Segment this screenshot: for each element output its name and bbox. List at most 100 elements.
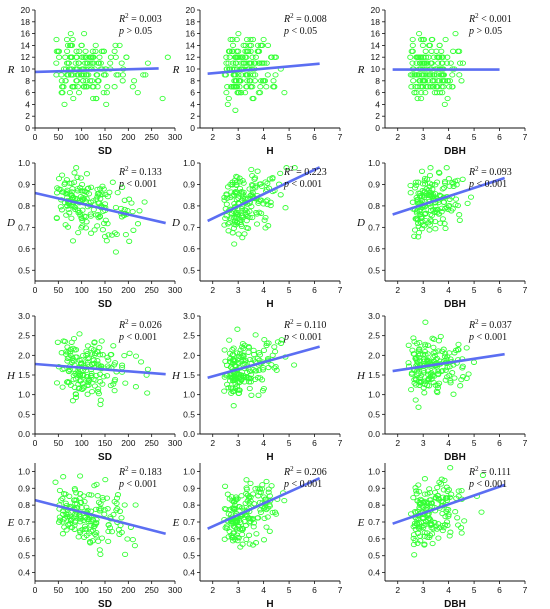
data-point [264,72,271,78]
x-tick-label: 100 [75,585,89,595]
data-point [246,385,253,392]
data-point [438,209,445,215]
data-point [71,384,78,391]
data-point [224,101,231,108]
data-point [132,384,139,390]
data-point [252,185,259,191]
data-point [259,42,266,49]
data-point [53,36,60,43]
data-point [64,187,71,193]
data-point [95,499,103,505]
data-point [237,179,244,185]
panel-H-vs-DBH: 2 3 4 5 6 7 0.0 0.5 1.0 1.5 2.0 2.5 3.0 DBH H R2 = 0.03… [356,311,528,463]
x-tick-label: 50 [54,132,64,142]
data-point [246,186,253,192]
y-tick-label: 8 [25,76,30,86]
data-point [114,189,121,196]
r-squared-label: R2 = 0.003 [118,12,162,25]
p-value-label: p < 0.001 [118,332,157,343]
data-point [119,72,126,78]
data-point [271,84,278,90]
data-point [436,42,443,49]
regression-line [207,345,320,380]
data-point [237,347,244,353]
x-tick-label: 300 [168,585,182,595]
data-point [456,212,463,218]
x-tick-label: 250 [145,585,159,595]
data-point [258,210,265,216]
y-tick-label: 0.7 [18,222,30,232]
x-axis-label: SD [98,299,112,310]
data-point [427,489,434,496]
data-point [72,60,79,66]
data-point [435,338,442,344]
data-point [419,225,426,232]
y-tick-label: 1.0 [183,466,195,476]
data-point [455,522,462,528]
data-point [124,536,131,542]
data-point [235,231,242,237]
data-point [53,60,60,66]
data-point [164,54,171,60]
data-point [56,54,63,60]
data-point [74,78,81,84]
data-point [231,362,238,369]
data-point [159,95,166,102]
data-point [430,526,437,532]
data-point [144,60,151,66]
data-point [263,478,270,485]
data-point [246,541,253,547]
data-point [409,199,416,205]
data-point [61,181,68,188]
data-point [95,78,102,84]
data-point [424,534,431,540]
r-squared-label: R2 < 0.001 [468,12,512,25]
data-point [233,350,241,356]
data-point [229,36,236,43]
data-point [88,388,96,395]
data-point [238,525,246,531]
y-tick-label: 0.8 [368,201,380,211]
data-point [271,344,278,350]
data-point [69,72,76,78]
y-tick-label: 1.0 [368,466,380,476]
data-point [416,351,424,358]
data-point [71,497,78,503]
data-point [252,54,259,60]
x-axis-label: DBH [444,299,466,310]
data-point [122,380,129,386]
y-tick-label: 0.9 [18,179,30,189]
x-tick-label: 2 [395,438,400,448]
data-point [63,177,70,183]
data-point [410,535,417,542]
data-point [419,181,426,187]
data-point [247,379,254,385]
data-point [442,495,450,501]
data-point [235,54,242,60]
x-tick-label: 4 [446,438,451,448]
data-point [266,493,273,499]
data-point [267,202,274,209]
regression-line [34,498,166,536]
y-tick-label: 16 [371,29,381,39]
data-point [450,183,457,189]
data-point [418,372,425,379]
data-point [277,170,284,177]
data-point [443,204,450,211]
data-point [442,36,449,43]
data-point [234,326,241,332]
data-point [228,521,235,527]
data-point [92,42,99,49]
data-point [470,359,478,365]
data-point [232,54,239,60]
x-tick-label: 0 [33,132,38,142]
data-point [452,196,460,202]
y-tick-label: 0.8 [18,500,30,510]
y-tick-label: 1.0 [183,158,195,168]
data-point [461,518,468,524]
data-point [430,206,437,213]
data-point [419,42,426,49]
y-tick-label: 0.6 [18,534,30,544]
x-tick-label: 50 [54,438,64,448]
data-point [236,517,243,523]
